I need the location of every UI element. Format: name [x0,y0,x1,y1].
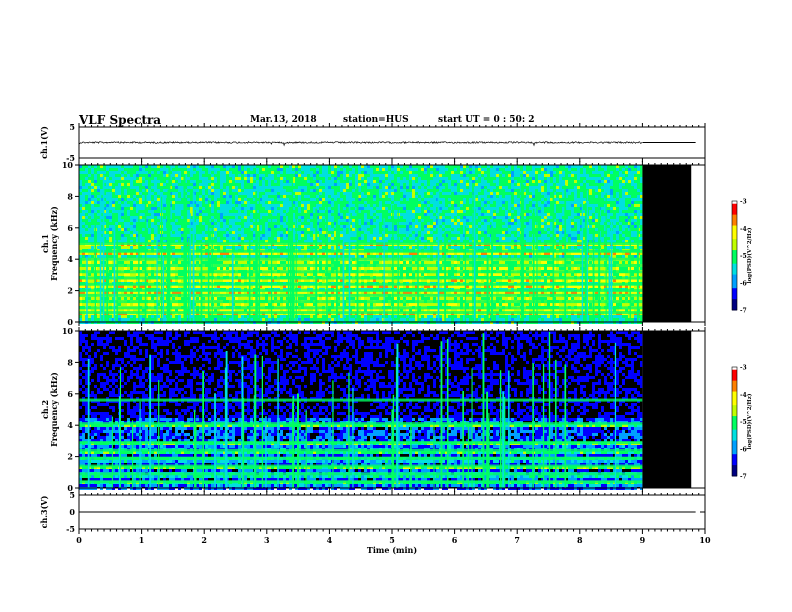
y-tick-label: 2 [67,286,73,296]
colorbar-tick-label: -3 [740,199,747,206]
y-tick-label: 10 [62,326,74,336]
y-axis-channel-label: ch.1 [40,234,50,253]
colorbar-tick-label: -3 [740,365,747,372]
y-tick-label: 4 [67,254,73,264]
y-tick-label: 5 [69,122,75,132]
emission-band [79,311,643,315]
emission-band [79,270,643,274]
emission-band [79,448,643,452]
x-tick-label: 0 [76,535,82,545]
emission-band [79,440,643,444]
y-tick-label: -5 [66,524,75,534]
x-tick-label: 1 [139,535,145,545]
y-tick-label: -5 [66,153,75,163]
y-tick-label: 8 [67,357,73,367]
emission-band [79,306,643,310]
y-tick-label: 2 [67,452,73,462]
x-tick-label: 7 [514,535,520,545]
y-tick-label: 5 [69,490,75,500]
colorbar-tick-label: -5 [740,253,747,260]
x-tick-label: 3 [264,535,270,545]
emission-band [79,422,643,426]
y-tick-label: 0 [69,507,75,517]
emission-band [79,472,643,476]
emission-band [79,263,643,267]
colorbar-label: log(PSD)(V^2/Hz) [746,393,753,449]
colorbar: -3 -4 -5 -6 -7 log(PSD)(V^2/Hz) [731,365,753,481]
no-data-fill [642,331,692,488]
colorbar-tick-label: -6 [740,280,747,287]
emission-band [79,300,643,304]
station-label: station=HUS [343,115,409,125]
x-tick-label: 8 [577,535,583,545]
emission-band [79,257,643,261]
x-ticks-panel-0 [78,123,706,162]
date-label: Mar.13, 2018 [250,115,317,125]
colorbar-label: log(PSD)(V^2/Hz) [746,227,753,283]
x-ticks-panel-3 [78,491,706,495]
colorbar-tick-label: -7 [740,474,747,481]
x-tick-label: 5 [389,535,395,545]
y-tick-label: 10 [62,160,74,170]
y-tick-label: 0 [67,483,73,493]
x-tick-label: 10 [699,535,711,545]
colorbar-tick-label: -5 [740,419,747,426]
chart-title: VLF Spectra [79,113,162,127]
x-tick-label: 6 [452,535,458,545]
x-tick-label: 4 [327,535,333,545]
y-tick-label: 6 [67,389,73,399]
colorbar-frame [731,366,738,477]
waveform-trace [78,141,643,147]
emission-band [79,293,643,297]
x-tick-label: 9 [640,535,646,545]
colorbar: -3 -4 -5 -6 -7 log(PSD)(V^2/Hz) [731,199,753,315]
y-axis-label: Frequency (kHz) [49,372,59,447]
panel-ch1-waveform: 5 -5 ch.1(V) [39,122,706,163]
y-axis-label: Frequency (kHz) [49,206,59,281]
colorbar-frame [731,200,738,311]
x-ticks-panel-1 [78,161,706,326]
emission-band [79,456,643,460]
y-tick-label: 8 [67,191,73,201]
emission-band [79,480,643,484]
emission-band [79,249,643,253]
emission-band [79,242,643,245]
x-ticks-panel-2 [78,327,706,492]
colorbar-tick-label: -7 [740,308,747,315]
x-tick-label: 2 [201,535,207,545]
emission-band [79,398,643,402]
colorbar-tick-label: -6 [740,446,747,453]
emission-band [79,276,643,280]
start-time-label: start UT = 0 : 50: 2 [438,115,535,125]
colorbar-tick-label: -4 [740,392,747,399]
panel-ch2-spectrogram: 0 2 4 6 8 10 ch.2 Frequency (kHz) -3 -4 -5 -6 -7 log(… [40,326,753,493]
panel-ch1-spectrogram: 0 2 4 6 8 10 ch.1 Frequency (kHz) -3 -4 -5 -6 -7 log(… [40,160,753,327]
y-tick-label: 6 [67,223,73,233]
y-axis-label: ch.3(V) [39,495,49,528]
no-data-fill [642,165,692,322]
y-axis-channel-label: ch.2 [40,400,50,419]
emission-band [79,282,643,286]
x-axis: 0 1 2 3 4 5 6 7 8 9 10 Time (min) [76,529,711,555]
y-axis-label: ch.1(V) [39,126,49,159]
emission-band [79,289,643,293]
y-tick-label: 0 [67,317,73,327]
panel-ch3-waveform: 5 0 -5 ch.3(V) [39,490,706,534]
colorbar-tick-label: -4 [740,226,747,233]
x-axis-label: Time (min) [367,545,417,555]
y-tick-label: 4 [67,420,73,430]
emission-band [79,464,643,468]
